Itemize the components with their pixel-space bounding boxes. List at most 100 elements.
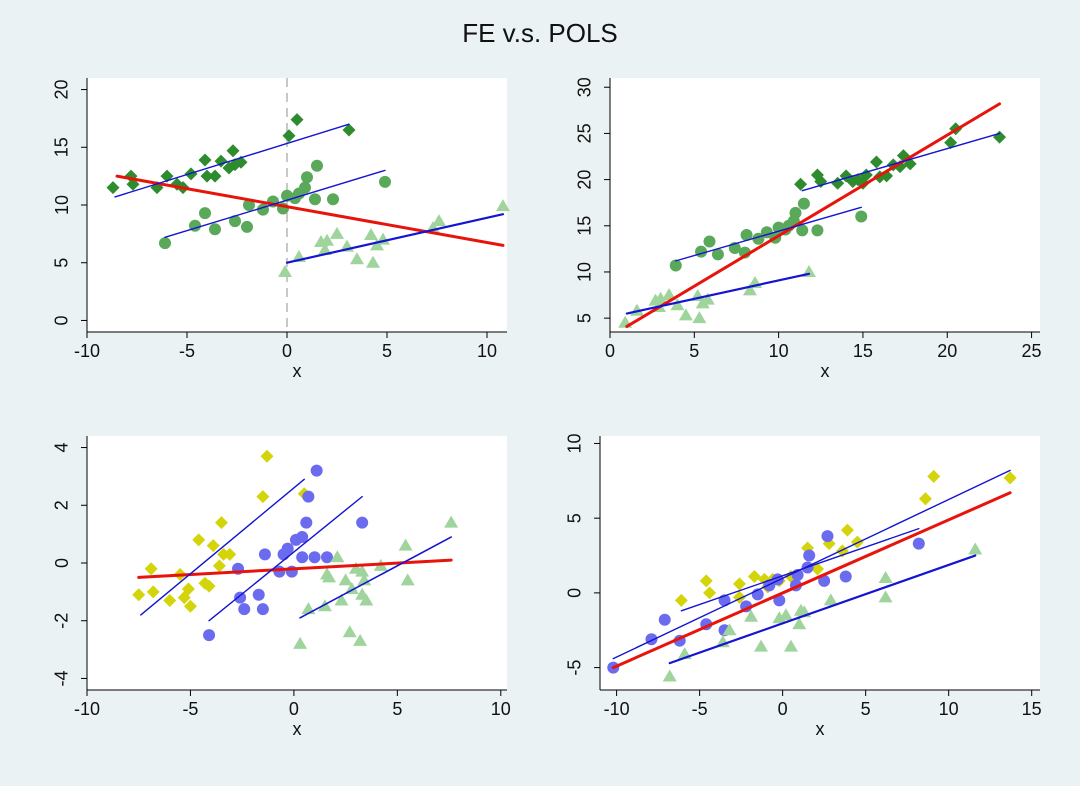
diamond-point — [200, 169, 214, 183]
triangle-point — [744, 609, 759, 622]
circle-point — [243, 199, 255, 211]
circle-point — [308, 551, 321, 564]
triangle-point — [692, 311, 707, 324]
circle-point — [803, 549, 816, 562]
y-tick-label: -2 — [52, 613, 72, 629]
diamond-point — [212, 559, 226, 573]
diamond-point — [699, 574, 713, 588]
triangle-point — [432, 214, 446, 227]
x-tick-label: 0 — [605, 341, 615, 361]
diamond-point — [144, 562, 158, 576]
diamond-point — [132, 588, 146, 602]
triangle-point — [334, 593, 349, 606]
plot-area — [610, 78, 1040, 332]
fe-fit-line — [299, 536, 452, 619]
pols-fit-line — [137, 558, 453, 579]
y-tick-label: -4 — [52, 670, 72, 686]
pols-fit-line — [611, 491, 1012, 670]
circle-point — [311, 159, 323, 172]
circle-point — [327, 193, 339, 206]
circle-point — [296, 531, 309, 544]
x-tick-label: 10 — [491, 699, 511, 719]
triangle-point — [444, 515, 459, 528]
x-tick-label: 15 — [853, 341, 873, 361]
circle-point — [300, 516, 313, 529]
x-tick-label: 10 — [477, 341, 497, 361]
triangle-point — [662, 288, 677, 301]
chart-title: FE v.s. POLS — [462, 18, 618, 48]
x-tick-label: -10 — [74, 341, 100, 361]
x-tick-label: 0 — [289, 699, 299, 719]
triangle-point — [350, 252, 364, 265]
y-tick-label: 5 — [565, 513, 585, 523]
triangle-point — [700, 292, 715, 305]
fe-fit-line — [680, 527, 920, 612]
circle-point — [356, 516, 369, 529]
fe-fit-line — [625, 272, 811, 315]
circle-point — [669, 259, 682, 272]
triangle-point — [338, 573, 353, 586]
x-tick-label: 0 — [778, 699, 788, 719]
fe-fit-line — [668, 554, 977, 665]
x-axis-label: x — [293, 719, 302, 739]
circle-point — [912, 537, 925, 550]
diamond-point — [181, 582, 195, 596]
x-tick-label: 10 — [939, 699, 959, 719]
diamond-point — [106, 181, 120, 195]
triangle-point — [330, 226, 344, 239]
diamond-point — [208, 169, 222, 183]
x-tick-label: 10 — [769, 341, 789, 361]
fe-fit-line — [612, 469, 1011, 660]
x-tick-label: 5 — [689, 341, 699, 361]
circle-point — [296, 551, 309, 564]
circle-point — [310, 464, 323, 477]
y-tick-label: 4 — [52, 443, 72, 453]
circle-point — [159, 237, 171, 250]
circle-point — [789, 206, 802, 219]
triangle-point — [278, 264, 292, 277]
fe-fit-line — [285, 213, 505, 264]
x-tick-label: 5 — [861, 699, 871, 719]
triangle-point — [355, 564, 370, 577]
triangle-point — [359, 593, 374, 606]
x-tick-label: 25 — [1022, 341, 1042, 361]
diamond-point — [214, 516, 228, 530]
circle-point — [203, 629, 216, 642]
panel-3: -10 -5 0 5 10 -4 -2 0 2 4 x — [52, 436, 511, 739]
y-tick-label: 30 — [575, 77, 595, 97]
diamond-point — [747, 569, 761, 583]
circle-point — [379, 175, 391, 188]
triangle-point — [342, 625, 357, 638]
y-tick-label: 25 — [575, 123, 595, 143]
triangle-point — [662, 669, 677, 682]
diamond-point — [811, 562, 825, 576]
triangle-point — [823, 593, 838, 606]
x-tick-label: -5 — [692, 699, 708, 719]
diamond-point — [342, 123, 356, 137]
circle-point — [821, 530, 834, 543]
triangle-point — [344, 581, 359, 594]
triangle-point — [400, 573, 415, 586]
triangle-point — [364, 228, 378, 241]
diamond-point — [198, 153, 212, 167]
x-tick-label: -5 — [179, 341, 195, 361]
triangle-point — [398, 538, 413, 551]
circle-point — [241, 220, 253, 233]
triangle-point — [318, 243, 332, 256]
diamond-point — [869, 155, 883, 169]
y-tick-label: 2 — [52, 500, 72, 510]
fe-fit-line — [675, 206, 862, 262]
y-tick-label: 5 — [575, 313, 595, 323]
circle-point — [797, 197, 810, 210]
y-tick-label: 15 — [575, 216, 595, 236]
pols-fit-line — [115, 174, 505, 247]
circle-point — [209, 223, 221, 236]
circle-point — [252, 588, 265, 601]
diamond-point — [183, 599, 197, 613]
fe-fit-line — [208, 495, 363, 622]
triangle-point — [322, 570, 337, 583]
diamond-point — [206, 539, 220, 553]
circle-point — [258, 548, 271, 561]
